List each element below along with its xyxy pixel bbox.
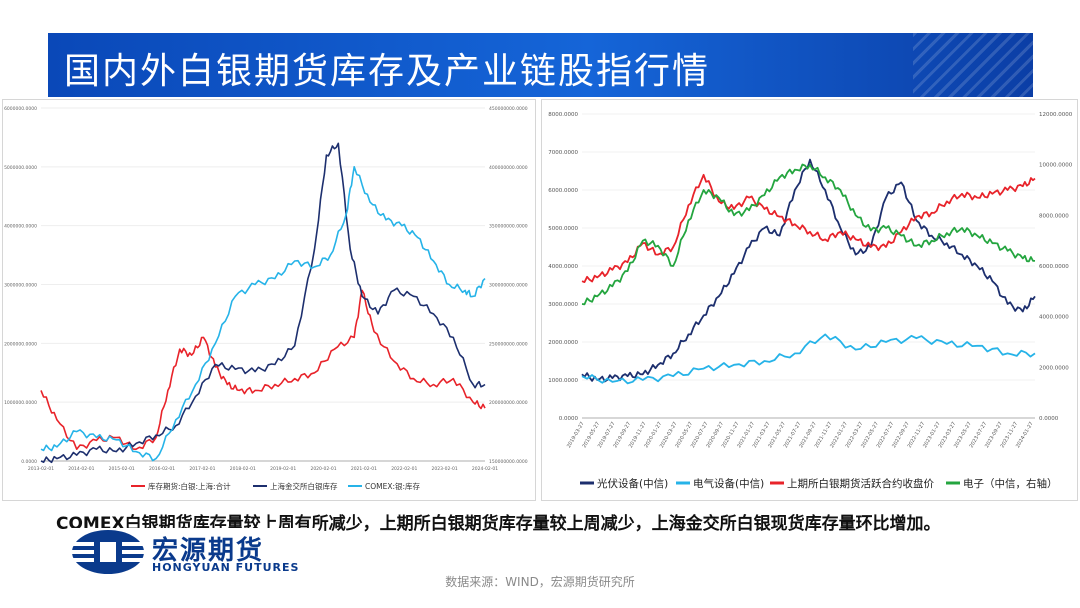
x-tick-label: 2013-02-01 (28, 466, 54, 472)
right-tick-label: 400000000.0000 (489, 165, 528, 171)
title-banner (48, 33, 1033, 97)
x-tick-label: 2017-02-01 (189, 466, 215, 472)
right-tick-label: 200000000.0000 (489, 400, 528, 406)
legend-label: 上海金交所白银库存 (270, 481, 338, 491)
left-tick-label: 0.0000 (559, 416, 579, 422)
inventory-chart: 0.0000 1000000.0000 2000000.0000 3000000.00… (4, 106, 528, 491)
data-source: 数据来源：WIND，宏源期货研究所 (445, 575, 635, 589)
left-tick-label: 6000000.0000 (4, 106, 37, 112)
right-tick-label: 150000000.0000 (489, 459, 528, 465)
right-tick-label: 350000000.0000 (489, 224, 528, 230)
right-tick-label: 250000000.0000 (489, 341, 528, 347)
right-tick-label: 450000000.0000 (489, 106, 528, 112)
right-tick-label: 2000.0000 (1039, 365, 1069, 371)
legend-label: COMEX:银:库存 (365, 481, 421, 491)
x-tick-label: 2018-02-01 (230, 466, 256, 472)
series-line (581, 173, 1036, 283)
legend-label: 电子（中信，右轴） (963, 477, 1058, 490)
page-title: 国内外白银期货库存及产业链股指行情 (64, 51, 711, 92)
series-line (40, 289, 486, 450)
x-tick-label: 2014-02-01 (68, 466, 94, 472)
index-chart: 0.0000 1000.0000 2000.0000 3000.0000 4000.00… (548, 112, 1073, 490)
left-tick-label: 0.0000 (21, 459, 37, 465)
right-tick-label: 8000.0000 (1039, 213, 1069, 219)
series-line (581, 163, 1036, 306)
left-tick-label: 6000.0000 (548, 188, 578, 194)
left-tick-label: 5000.0000 (548, 226, 578, 232)
series-line (40, 142, 486, 464)
left-tick-label: 4000000.0000 (4, 224, 37, 230)
logo-english: HONGYUAN FUTURES (152, 561, 300, 574)
right-tick-label: 10000.0000 (1039, 163, 1073, 169)
legend-label: 光伏设备(中信) (597, 477, 668, 490)
left-tick-label: 1000000.0000 (4, 400, 37, 406)
company-logo: 宏源期货 HONGYUAN FUTURES (70, 528, 315, 576)
left-tick-label: 2000.0000 (548, 340, 578, 346)
left-tick-label: 2000000.0000 (4, 341, 37, 347)
right-tick-label: 300000000.0000 (489, 283, 528, 289)
x-tick-label: 2024-02-01 (472, 466, 498, 472)
chart-panel-index: 0.0000 1000.0000 2000.0000 3000.0000 4000.00… (541, 99, 1078, 501)
legend-label: 上期所白银期货活跃合约收盘价 (787, 477, 934, 490)
left-tick-label: 1000.0000 (548, 378, 578, 384)
left-tick-label: 8000.0000 (548, 112, 578, 118)
series-line (581, 333, 1036, 385)
series-line (581, 158, 1036, 383)
legend-label: 库存期货:白银:上海:合计 (148, 481, 231, 491)
banner-decoration (913, 33, 1033, 97)
legend-label: 电气设备(中信) (693, 477, 764, 490)
x-tick-label: 2019-02-01 (270, 466, 296, 472)
chart-panel-inventory: 0.0000 1000000.0000 2000000.0000 3000000.00… (2, 99, 536, 501)
logo-mark-icon (72, 530, 144, 574)
left-tick-label: 4000.0000 (548, 264, 578, 270)
right-tick-label: 4000.0000 (1039, 315, 1069, 321)
right-tick-label: 6000.0000 (1039, 264, 1069, 270)
x-tick-label: 2021-02-01 (351, 466, 377, 472)
left-tick-label: 3000000.0000 (4, 283, 37, 289)
x-tick-label: 2016-02-01 (149, 466, 175, 472)
left-tick-label: 5000000.0000 (4, 165, 37, 171)
logo-name: 宏源期货 (152, 536, 265, 566)
x-tick-label: 2015-02-01 (109, 466, 135, 472)
series-line (40, 166, 486, 462)
right-tick-label: 0.0000 (1039, 416, 1059, 422)
x-tick-label: 2023-02-01 (432, 466, 458, 472)
left-tick-label: 3000.0000 (548, 302, 578, 308)
right-tick-label: 12000.0000 (1039, 112, 1073, 118)
x-tick-label: 2020-02-01 (310, 466, 336, 472)
x-tick-label: 2022-02-01 (391, 466, 417, 472)
left-tick-label: 7000.0000 (548, 150, 578, 156)
